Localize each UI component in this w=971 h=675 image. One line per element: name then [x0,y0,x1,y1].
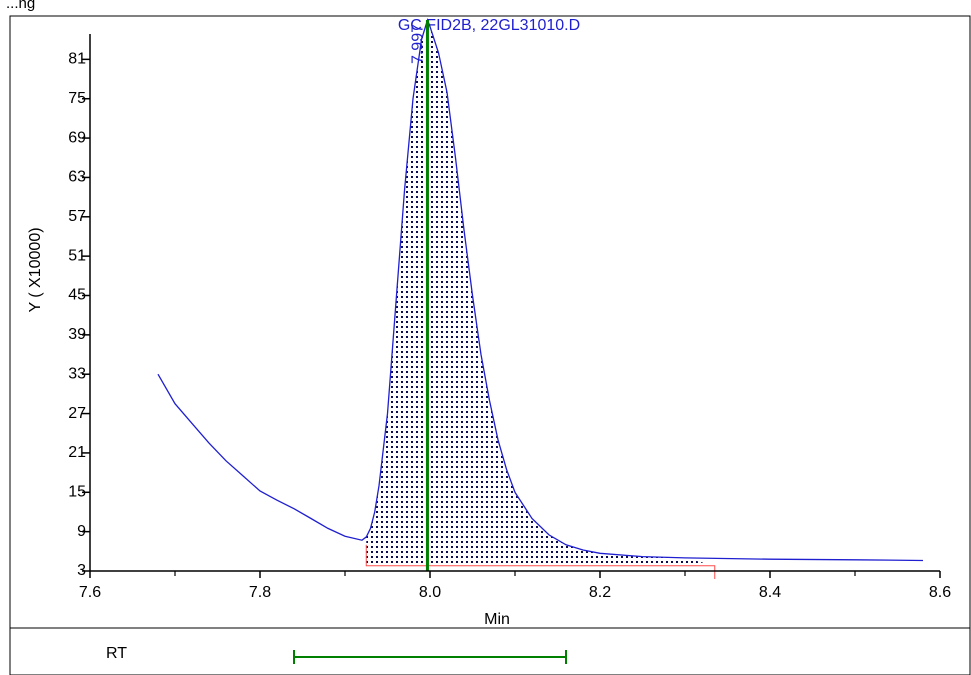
peak-label: 7.997 [409,24,426,64]
y-tick-label: 15 [68,484,86,501]
y-tick-label: 21 [68,444,86,461]
x-tick-label: 8.6 [929,584,951,601]
y-tick-label: 57 [68,208,86,225]
y-tick-label: 45 [68,287,86,304]
x-axis-title: Min [484,611,510,628]
y-tick-label: 75 [68,90,86,107]
x-tick-label: 7.6 [79,584,101,601]
y-tick-label: 63 [68,169,86,186]
rt-window-bar [293,650,567,664]
y-tick-label: 69 [68,129,86,146]
rt-label: RT [106,645,127,662]
y-tick-label: 9 [77,523,86,540]
rt-panel-frame [9,627,971,675]
y-tick-label: 33 [68,365,86,382]
header-text: ...ng [6,0,35,12]
peak-area-fill [366,20,715,566]
y-tick-label: 39 [68,326,86,343]
x-axis: 7.6 7.8 8.0 8.2 8.4 8.6 [79,570,951,601]
x-tick-label: 8.4 [759,584,781,601]
signal-trace [157,17,924,562]
y-tick-label: 51 [68,247,86,264]
y-tick-label: 3 [77,562,86,579]
x-tick-label: 8.2 [589,584,611,601]
chart-title: GC FID2B, 22GL31010.D [398,17,580,34]
y-axis-title: Y ( X10000) [27,227,44,312]
x-tick-label: 7.8 [249,584,271,601]
plot-area: 7.997 [157,17,924,579]
integration-baseline [365,544,716,579]
y-tick-label: 81 [68,51,86,68]
x-tick-label: 8.0 [419,584,441,601]
y-tick-label: 27 [68,405,86,422]
